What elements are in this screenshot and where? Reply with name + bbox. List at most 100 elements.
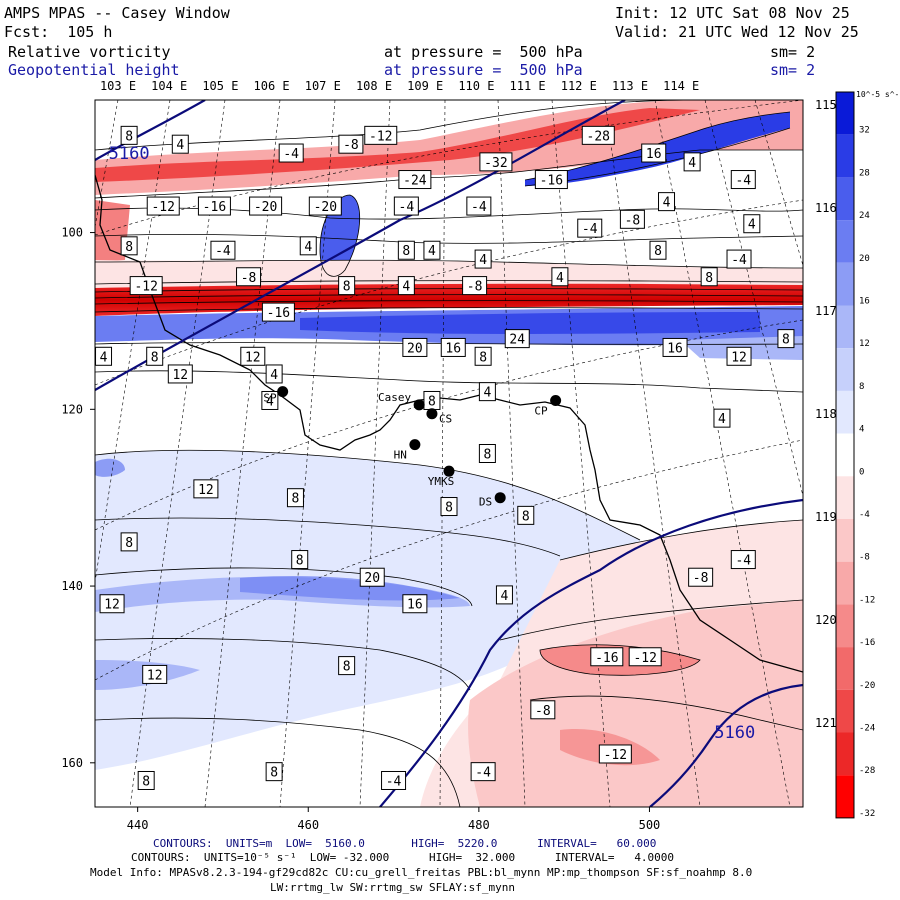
- contour-label: -4: [470, 762, 496, 782]
- contour-line: [95, 294, 803, 299]
- contour-label-box: [581, 125, 615, 145]
- longitude-line: [704, 100, 803, 498]
- contour-label-box: [338, 276, 356, 296]
- contour-label: -4: [210, 240, 236, 260]
- colorbar-unit: 10^-5 s^-1: [856, 90, 900, 99]
- height-contour-5160-north: [95, 100, 206, 161]
- shade-positive-main-core: [300, 312, 760, 334]
- valid-time: Valid: 21 UTC Wed 12 Nov 25: [615, 23, 859, 41]
- contour-line: [95, 307, 803, 313]
- contour-label: -8: [619, 209, 645, 229]
- station-casey: Casey: [378, 391, 425, 411]
- contour-label-value: -24: [403, 174, 427, 189]
- contour-label-value: 8: [296, 554, 304, 569]
- contour-label-value: -8: [625, 213, 641, 228]
- colorbar-segment: [836, 476, 854, 519]
- contour-label: 12: [240, 346, 266, 366]
- contour-label-value: 4: [718, 412, 726, 427]
- shade-negative-north-core: [95, 108, 700, 182]
- contour-label-box: [462, 276, 488, 296]
- contour-label: -16: [534, 170, 568, 190]
- contour-label-value: 8: [292, 492, 300, 507]
- colorbar-label: -16: [859, 638, 875, 648]
- height-contour-5160-northwest: [95, 100, 626, 391]
- contour-label-box: [120, 236, 138, 256]
- colorbar-segment: [836, 390, 854, 434]
- contour-label-box: [478, 382, 496, 402]
- contour-label: 8: [423, 390, 441, 410]
- contour-line: [539, 644, 701, 676]
- longitude-label: 109 E: [407, 79, 443, 93]
- contour-label-box: [700, 267, 718, 287]
- contour-label-value: 20: [364, 571, 380, 586]
- contour-label: -8: [338, 134, 364, 154]
- latitude-curve: [95, 319, 803, 531]
- colorbar-frame: [835, 91, 855, 819]
- contour-line: [95, 638, 471, 691]
- station-cp: CP: [534, 394, 562, 417]
- colorbar-segment: [836, 348, 854, 391]
- contour-line: [95, 517, 561, 557]
- height-contour-5160-southeast: [649, 683, 803, 807]
- contour-label-value: -4: [215, 244, 231, 259]
- longitude-line: [129, 100, 226, 807]
- contour-label: 4: [713, 408, 731, 428]
- contour-label-value: 12: [104, 598, 120, 613]
- contour-label: 4: [658, 192, 676, 212]
- contour-label-value: 8: [151, 350, 159, 365]
- contour-label: 8: [338, 276, 356, 296]
- contour-label-value: 8: [479, 350, 487, 365]
- contour-line: [95, 100, 701, 151]
- contour-label-box: [240, 346, 266, 366]
- contour-label: 8: [338, 656, 356, 676]
- contour-label-value: 8: [343, 660, 351, 675]
- contour-label: 12: [99, 594, 125, 614]
- contour-label-box: [440, 497, 458, 517]
- longitude-line: [279, 100, 336, 807]
- contour-label: 8: [137, 770, 155, 790]
- contour-label-value: 8: [125, 129, 133, 144]
- contour-label: -4: [278, 143, 304, 163]
- contour-label-box: [474, 249, 492, 269]
- contour-label-box: [137, 770, 155, 790]
- contour-label-box: [261, 302, 295, 322]
- contour-label: -20: [308, 196, 342, 216]
- contour-label: -20: [249, 196, 283, 216]
- field2-smoothing: sm= 2: [770, 61, 816, 79]
- latitude-curve: [95, 199, 803, 386]
- colorbar-label: 0: [859, 467, 864, 477]
- contour-label-box: [730, 170, 756, 190]
- longitude-label: 106 E: [254, 79, 290, 93]
- contour-label-value: 4: [748, 218, 756, 233]
- contour-label-value: -4: [731, 253, 747, 268]
- colorbar-label: 16: [859, 297, 870, 307]
- vorticity-height-map: 8 4 -4 -8 -12 -24 -32 -16 -28 16 4 -4 -12 -16 -20 -20 -4…: [61, 79, 900, 832]
- contour-label: 4: [423, 240, 441, 260]
- contour-label-value: 16: [445, 341, 461, 356]
- contour-label: 20: [359, 567, 385, 587]
- x-tick-label: 460: [297, 818, 319, 832]
- contour-label-box: [713, 408, 731, 428]
- contour-label-box: [730, 550, 756, 570]
- station-label: CS: [439, 413, 452, 426]
- colorbar-label: -28: [859, 766, 875, 776]
- contour-label-box: [167, 364, 193, 384]
- contour-label-box: [440, 337, 466, 357]
- contour-label-value: -12: [151, 200, 174, 215]
- contour-label-box: [479, 152, 513, 172]
- contour-label: 8: [440, 497, 458, 517]
- contour-label-value: 4: [270, 368, 278, 383]
- contour-label-box: [726, 346, 752, 366]
- contour-label-value: -12: [369, 129, 392, 144]
- contour-label-value: -16: [540, 174, 563, 189]
- contour-label-value: 8: [343, 280, 351, 295]
- plot-area: [95, 100, 803, 807]
- longitude-line: [604, 100, 701, 807]
- station-sp: SP: [263, 386, 289, 405]
- colorbar-label: 28: [859, 168, 870, 178]
- contour-label-box: [146, 196, 180, 216]
- vorticity-contours: [95, 100, 803, 807]
- contour-label: 12: [167, 364, 193, 384]
- contour-label: -8: [530, 700, 556, 720]
- contour-label: -4: [466, 196, 492, 216]
